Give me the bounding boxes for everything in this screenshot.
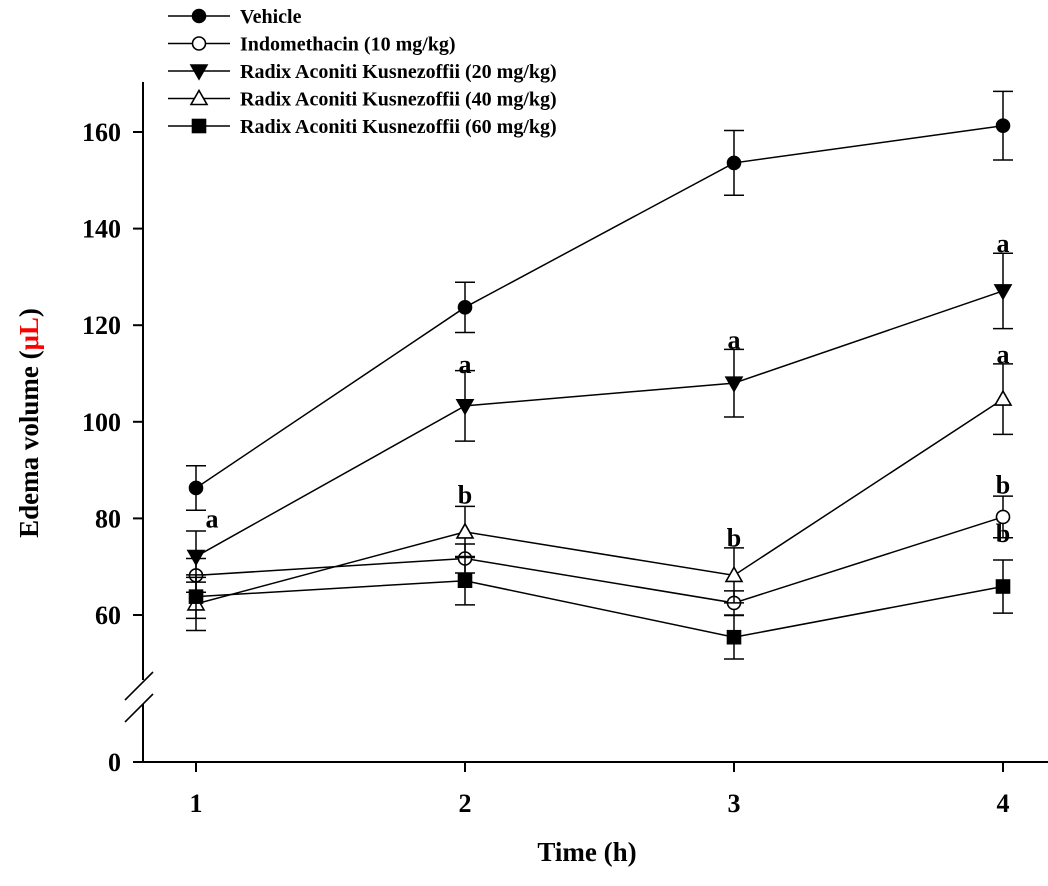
axes [124, 82, 1048, 763]
x-tick-label: 1 [190, 789, 203, 818]
annotation-label: a [997, 229, 1010, 258]
data-point [188, 480, 204, 496]
legend: Vehicle Indomethacin (10 mg/kg) Radix Acon… [168, 6, 557, 138]
x-axis-title: Time (h) [537, 837, 636, 867]
x-tick-label: 4 [997, 789, 1010, 818]
x-tick-label: 3 [728, 789, 741, 818]
annotation-label: b [996, 519, 1010, 548]
x-tick-label: 2 [459, 789, 472, 818]
data-point [457, 300, 473, 315]
y-tick-label: 0 [108, 748, 121, 777]
legend-marker [189, 88, 209, 106]
series-line [195, 516, 1004, 604]
y-tick-label: 60 [95, 601, 121, 630]
series-2 [186, 495, 1013, 616]
data-point [995, 579, 1011, 594]
legend-marker [191, 8, 207, 24]
y-axis-title-unit: μL [14, 317, 44, 350]
y-tick-label: 80 [95, 504, 121, 533]
legend-marker [191, 118, 207, 134]
y-axis-title-suffix: ) [14, 308, 44, 317]
data-point [188, 589, 204, 604]
series-layer [186, 90, 1013, 660]
series-line [195, 579, 1004, 638]
y-axis-break-mark-2 [124, 693, 154, 723]
data-point [186, 549, 206, 567]
annotation-label: a [459, 350, 472, 379]
legend-label: Vehicle [240, 6, 302, 28]
y-tick-label: 100 [82, 408, 121, 437]
data-point [724, 376, 744, 393]
annotation-label: b [996, 471, 1010, 500]
y-axis-break-mark-1 [124, 671, 154, 701]
data-point [993, 284, 1013, 301]
annotation-label: b [458, 480, 472, 509]
legend-label: Indomethacin (10 mg/kg) [240, 34, 456, 56]
legend-label: Radix Aconiti Kusnezoffii (40 mg/kg) [240, 89, 557, 111]
annotation-label: a [728, 326, 741, 355]
data-point [455, 399, 475, 416]
legend-label: Radix Aconiti Kusnezoffii (20 mg/kg) [240, 61, 557, 83]
data-point [724, 565, 744, 583]
series-5 [186, 555, 1013, 660]
annotation-label: a [997, 340, 1010, 369]
data-point [726, 629, 742, 645]
legend-marker [189, 64, 209, 81]
legend-marker [191, 36, 207, 51]
data-point [995, 509, 1011, 525]
series-line [195, 290, 1004, 558]
y-tick-label: 140 [82, 215, 121, 244]
y-tick-label: 160 [82, 118, 121, 147]
series-3 [186, 252, 1013, 583]
data-point [457, 573, 473, 589]
x-ticks: 1 2 3 4 [190, 762, 1010, 818]
y-tick-label: 120 [82, 311, 121, 340]
y-axis-title: Edema volume (μL) [14, 308, 44, 538]
y-ticks: 0 60 80 100 120 140 160 [82, 118, 143, 777]
data-point [993, 389, 1013, 406]
y-axis-title-prefix: Edema volume ( [14, 350, 44, 537]
data-point [726, 155, 742, 171]
series-1 [186, 90, 1013, 511]
annotation-label: b [727, 524, 741, 553]
legend-label: Radix Aconiti Kusnezoffii (60 mg/kg) [240, 116, 557, 138]
annotation-label: a [206, 504, 219, 533]
data-point [995, 118, 1011, 134]
series-line [195, 398, 1004, 605]
series-line [195, 124, 1004, 489]
data-point [455, 522, 475, 539]
